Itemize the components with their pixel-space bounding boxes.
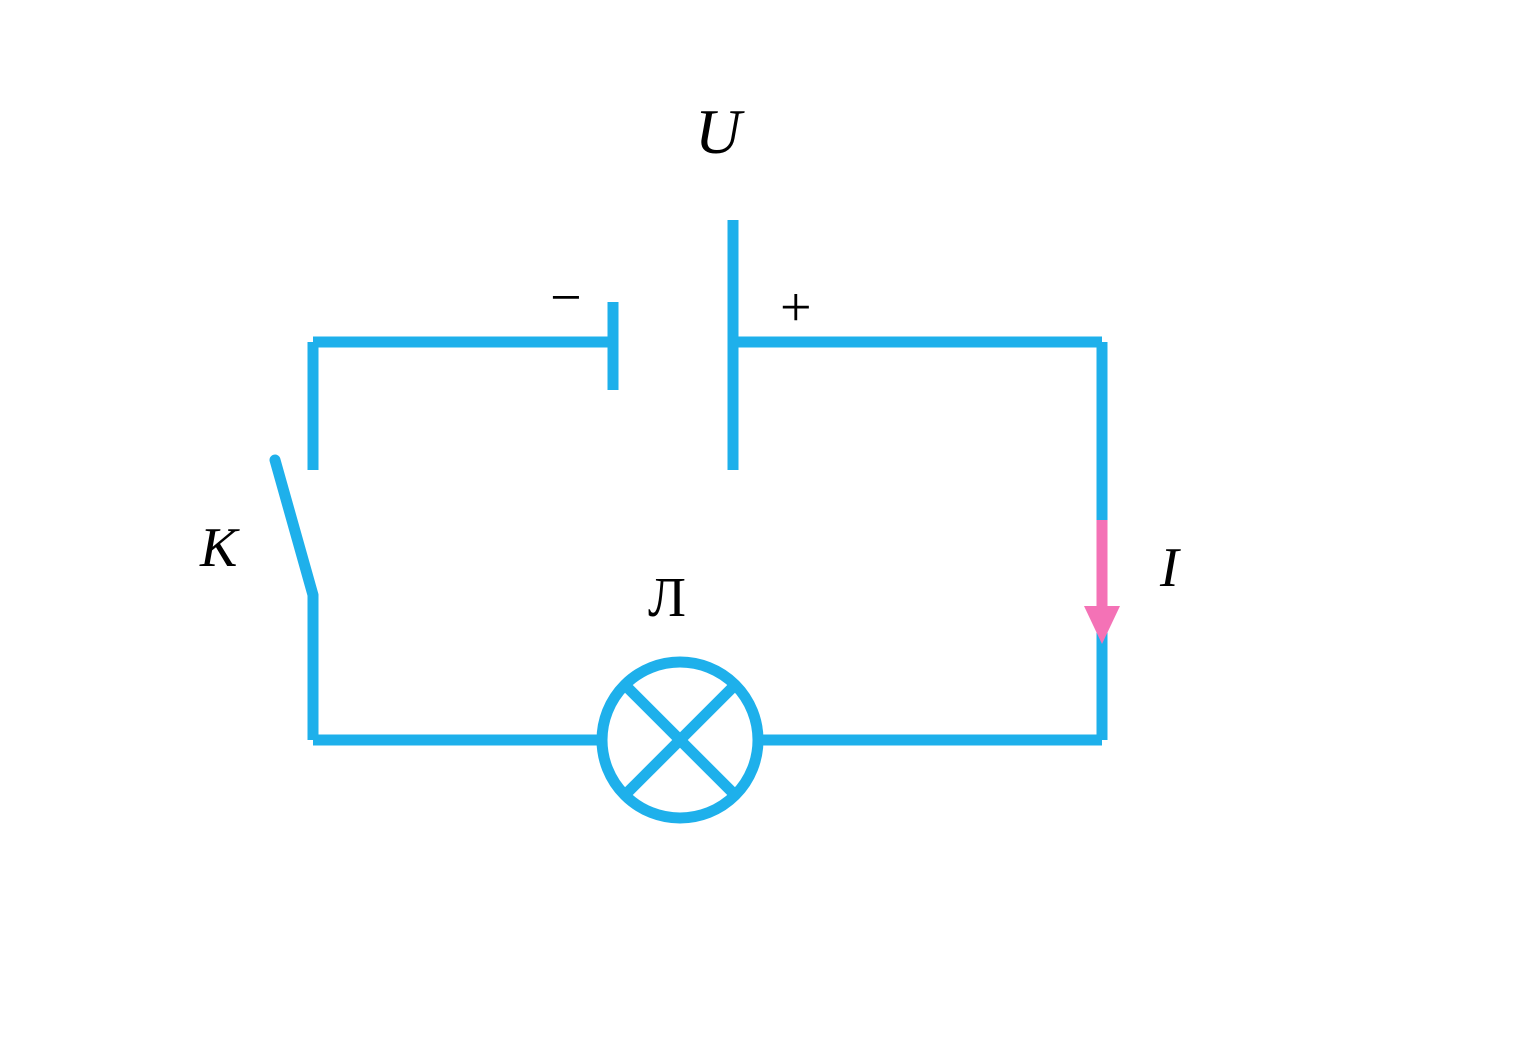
label-current: I (1160, 540, 1179, 596)
switch-arm (275, 460, 313, 595)
label-plus: + (780, 280, 812, 336)
label-voltage: U (695, 100, 741, 164)
label-switch: K (200, 520, 237, 576)
current-arrow-head (1084, 606, 1120, 644)
label-lamp: Л (648, 570, 686, 626)
label-minus: − (550, 270, 582, 326)
